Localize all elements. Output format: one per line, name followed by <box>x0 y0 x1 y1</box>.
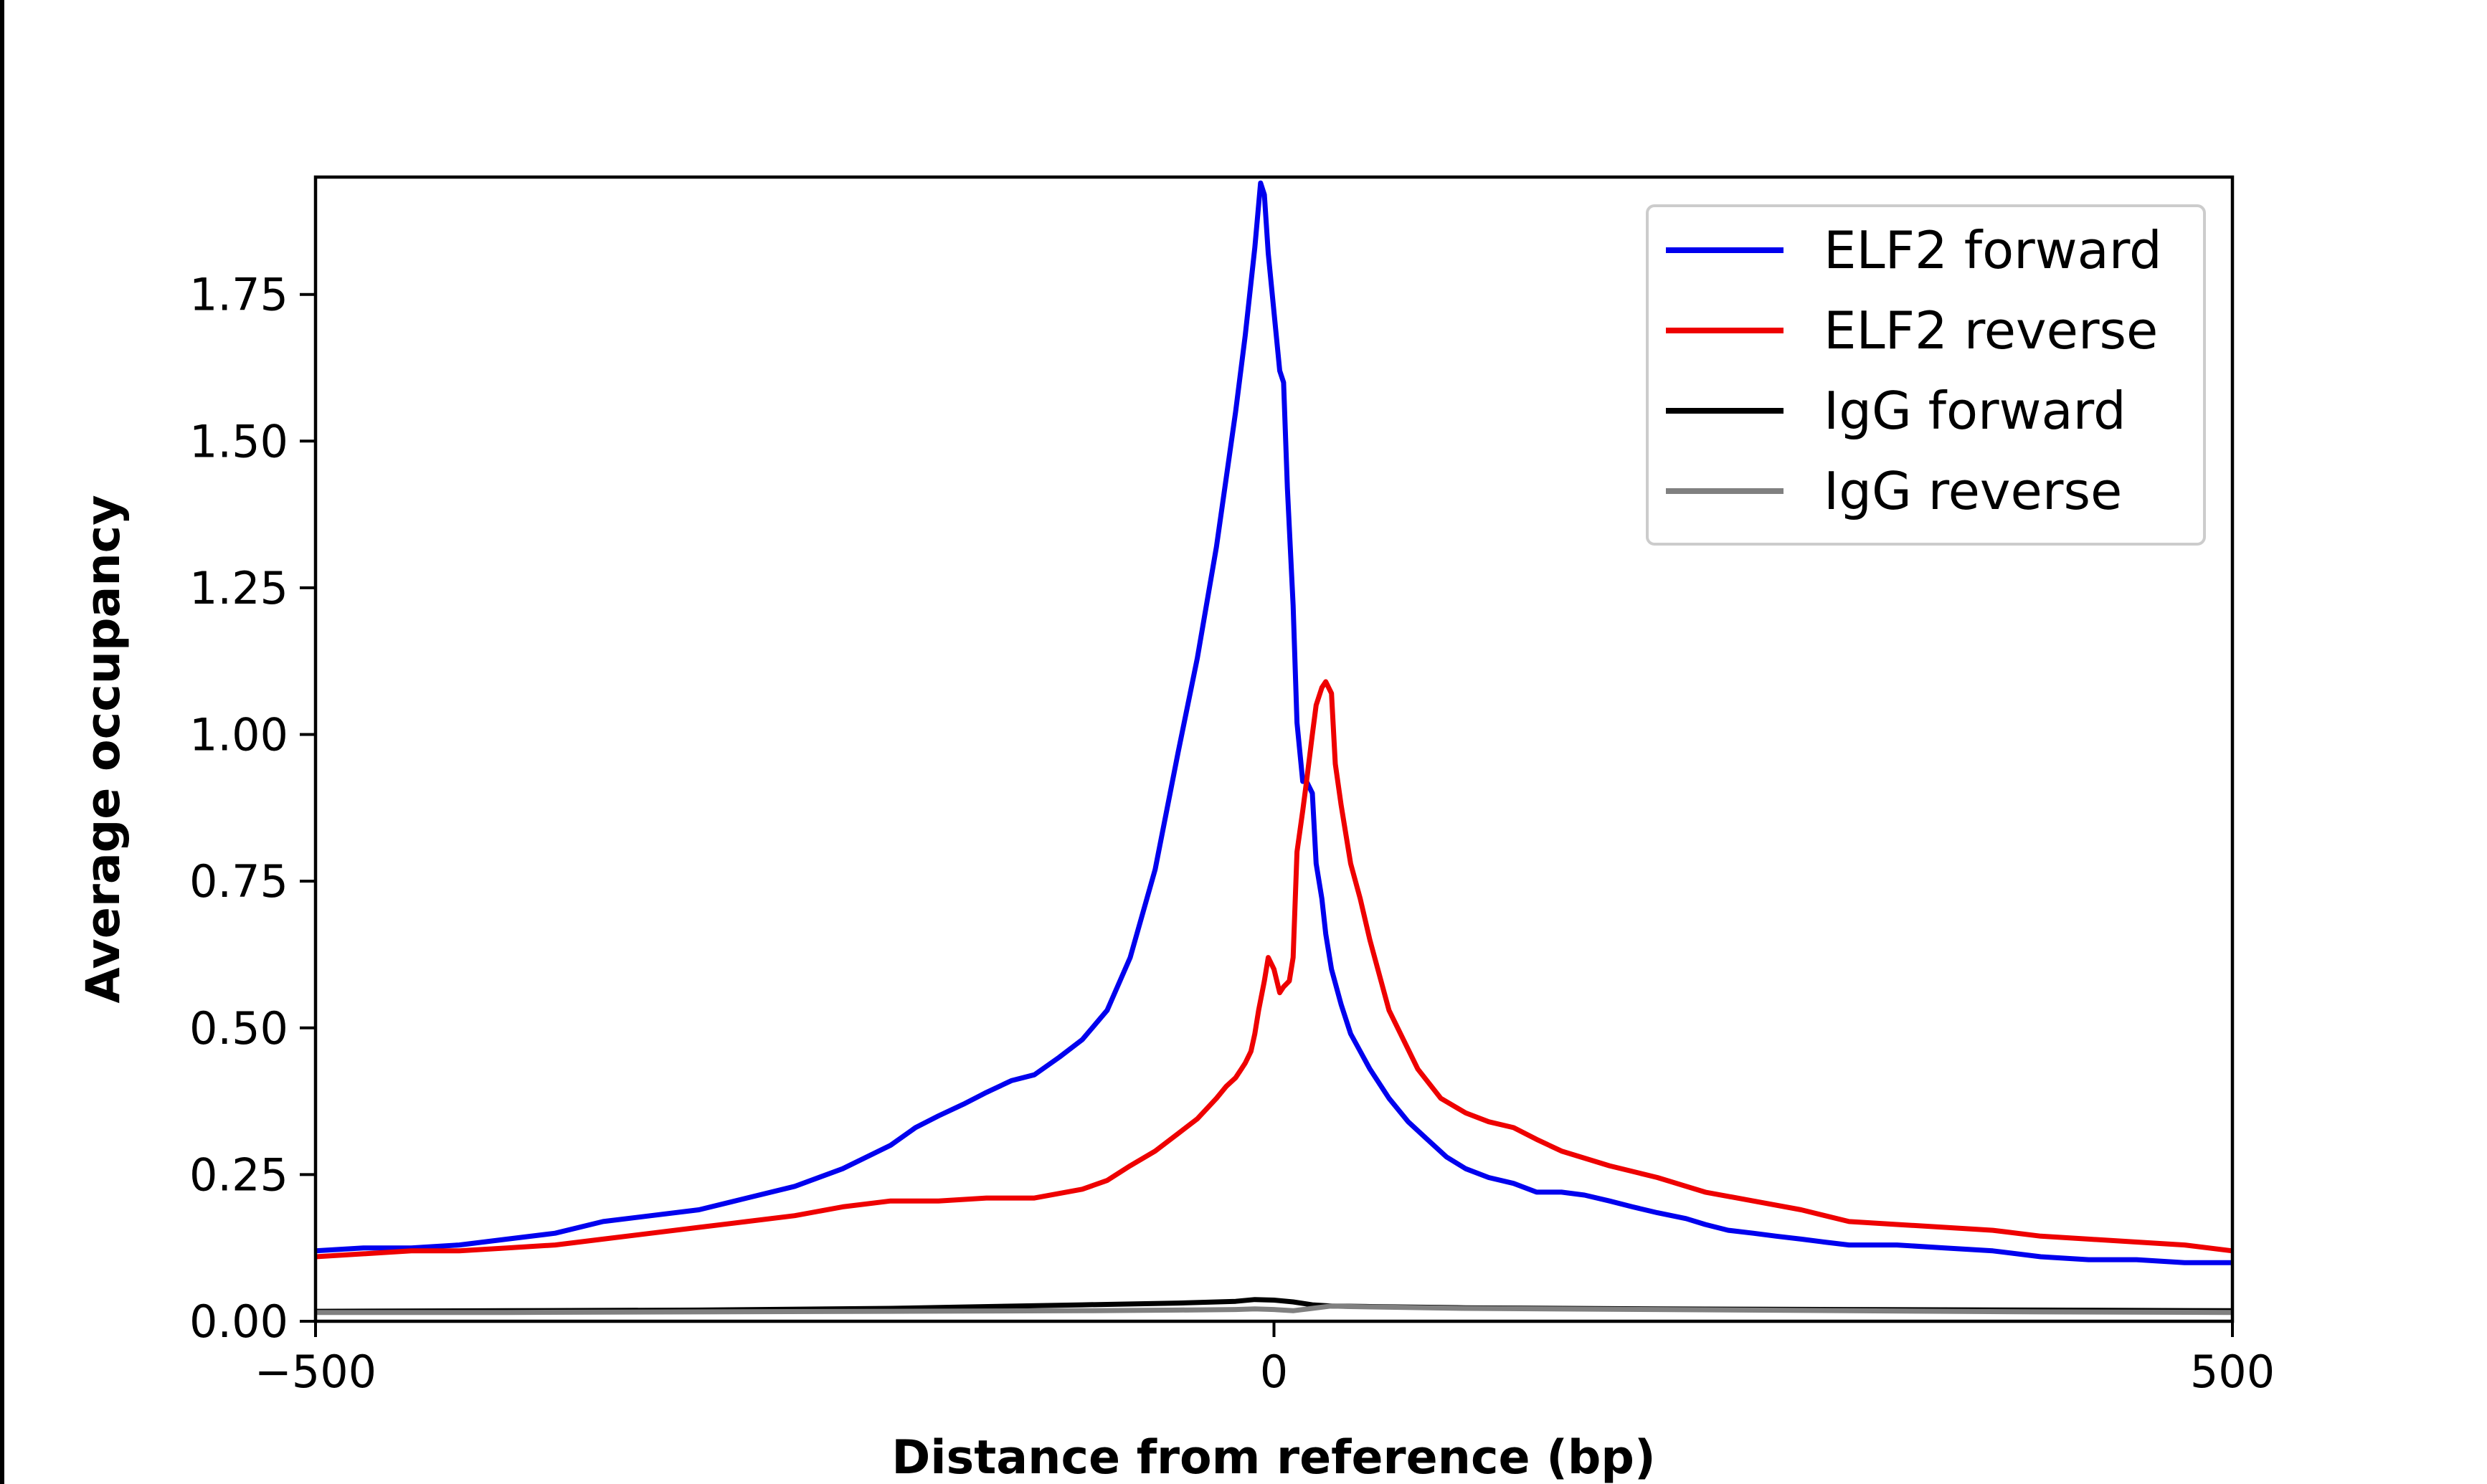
y-axis: 0.00 0.25 0.50 0.75 1.00 1.25 1.50 1.75 <box>189 269 316 1348</box>
y-tick-label: 0.75 <box>189 855 288 908</box>
series-line-4 <box>316 1303 2233 1316</box>
series-layer <box>315 180 2233 1316</box>
x-tick-label: 0 <box>1260 1346 1288 1398</box>
left-edge-border <box>0 0 4 1484</box>
series-line-2 <box>315 679 2233 1260</box>
y-tick-label: 0.25 <box>189 1148 288 1201</box>
y-axis-label: Average occupancy <box>77 495 131 1003</box>
legend-label: IgG reverse <box>1824 461 2122 521</box>
legend-label: IgG forward <box>1824 381 2126 441</box>
x-tick-label: −500 <box>255 1346 376 1398</box>
x-axis: −500 0 500 <box>255 1321 2275 1398</box>
x-axis-label: Distance from reference (bp) <box>891 1431 1655 1484</box>
legend-box <box>1646 204 2206 546</box>
legend-label: ELF2 forward <box>1824 220 2162 280</box>
legend-label: ELF2 reverse <box>1824 300 2158 361</box>
y-tick-label: 1.50 <box>189 415 288 467</box>
y-tick-label: 0.00 <box>189 1295 288 1348</box>
y-tick-label: 1.25 <box>189 562 288 614</box>
y-tick-label: 1.00 <box>189 709 288 761</box>
x-tick-label: 500 <box>2190 1346 2275 1398</box>
series-line-1 <box>315 180 2232 1265</box>
y-tick-label: 1.75 <box>189 269 288 321</box>
y-tick-label: 0.50 <box>189 1002 288 1055</box>
legend: ELF2 forward ELF2 reverse IgG forward IgG r… <box>1646 204 2206 546</box>
